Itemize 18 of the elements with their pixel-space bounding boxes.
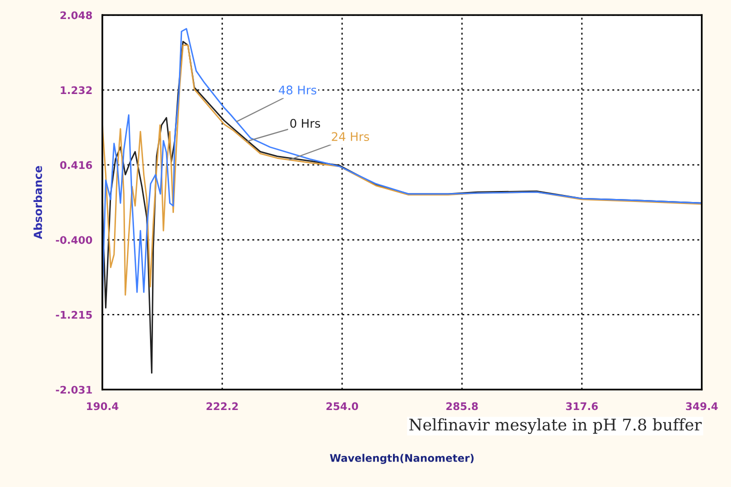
- text: 0 Hrs: [290, 118, 320, 128]
- text: 24 Hrs: [332, 132, 370, 142]
- y-tick-label: -1.215: [56, 310, 92, 319]
- y-tick-label: 2.048: [60, 11, 92, 20]
- y-tick-label: -0.400: [56, 236, 92, 244]
- y-tick-label: 0.416: [60, 161, 92, 170]
- x-tick-label: 317.6: [566, 402, 598, 410]
- x-tick-label: 349.4: [686, 402, 718, 410]
- x-axis-title: Wavelength(Nanometer): [330, 454, 474, 464]
- y-axis-title: Absorbance: [33, 166, 42, 240]
- x-tick-label: 254.0: [326, 402, 358, 410]
- text: Nelfinavir mesylate in pH 7.8 buffer: [409, 418, 702, 434]
- y-tick-label: 1.232: [60, 86, 92, 94]
- x-tick-label: 190.4: [87, 402, 118, 410]
- x-tick-label: 222.2: [206, 402, 238, 410]
- x-tick-label: 285.8: [446, 402, 478, 410]
- y-tick-label: -2.031: [56, 386, 92, 394]
- text: 48 Hrs: [278, 86, 316, 94]
